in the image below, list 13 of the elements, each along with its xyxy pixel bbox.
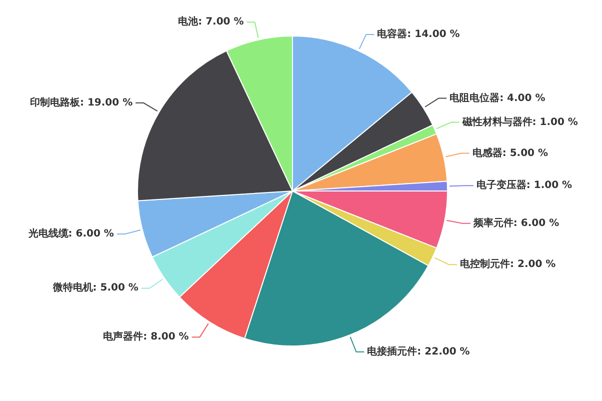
slice-label: 电阻电位器: 4.00 % <box>450 92 546 104</box>
slice-label: 电池: 7.00 % <box>178 16 244 28</box>
slice-label: 磁性材料与器件: 1.00 % <box>461 116 578 128</box>
slice-label: 电子变压器: 1.00 % <box>476 179 572 192</box>
slice-label: 电容器: 14.00 % <box>377 28 460 40</box>
slice-label: 电接插元件: 22.00 % <box>367 345 470 358</box>
slice-label: 电声器件: 8.00 % <box>103 330 189 343</box>
slice-label: 光电线缆: 6.00 % <box>27 228 114 240</box>
slice-label: 频率元件: 6.00 % <box>472 216 560 229</box>
slice-label: 微特电机: 5.00 % <box>52 282 138 294</box>
slice-label: 电感器: 5.00 % <box>472 146 548 159</box>
slice-label: 印制电路板: 19.00 % <box>30 96 133 108</box>
slice-label: 电控制元件: 2.00 % <box>460 258 556 270</box>
